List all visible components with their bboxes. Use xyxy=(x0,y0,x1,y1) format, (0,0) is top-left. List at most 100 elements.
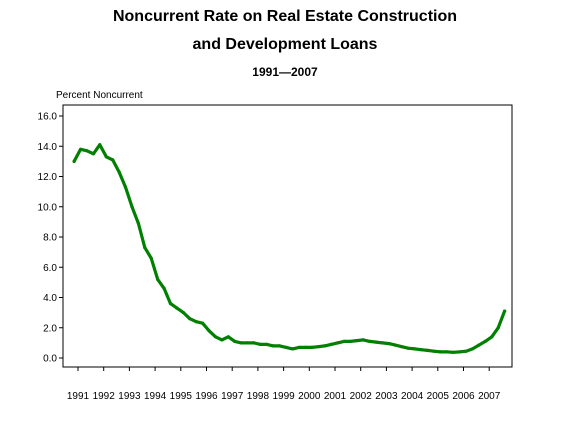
data-point xyxy=(85,149,89,153)
data-point xyxy=(400,345,404,349)
y-tick-label: 12.0 xyxy=(38,172,58,183)
chart-subtitle: 1991—2007 xyxy=(252,65,318,79)
data-point xyxy=(413,347,417,351)
x-tick-label: 1993 xyxy=(118,391,141,402)
y-tick-label: 6.0 xyxy=(43,263,57,274)
data-point xyxy=(98,143,102,147)
data-point xyxy=(233,339,237,343)
data-point xyxy=(297,345,301,349)
series-layer xyxy=(72,143,507,354)
chart-title-line-1: Noncurrent Rate on Real Estate Construct… xyxy=(112,8,458,25)
data-point xyxy=(451,350,455,354)
data-point xyxy=(425,348,430,352)
data-point xyxy=(368,339,372,343)
x-tick-label: 1995 xyxy=(170,391,193,402)
x-tick-label: 2007 xyxy=(478,391,501,402)
data-point xyxy=(201,321,205,325)
data-point xyxy=(342,339,346,343)
x-tick-label: 1998 xyxy=(247,391,270,402)
y-tick-label: 0.0 xyxy=(43,354,57,365)
data-point xyxy=(207,329,211,333)
data-point xyxy=(470,347,475,351)
y-tick-label: 4.0 xyxy=(43,293,57,304)
data-point xyxy=(156,277,160,281)
data-point xyxy=(258,342,263,346)
data-point xyxy=(490,335,494,339)
data-point xyxy=(348,339,352,343)
data-point xyxy=(111,158,115,162)
x-tick-label: 1997 xyxy=(221,391,244,402)
data-point xyxy=(458,350,462,354)
data-point xyxy=(336,341,340,345)
data-point xyxy=(361,338,365,342)
data-point xyxy=(419,348,423,352)
y-tick-label: 14.0 xyxy=(38,142,58,153)
data-point xyxy=(496,326,500,330)
data-point xyxy=(123,185,128,189)
x-tick-label: 1991 xyxy=(67,391,90,402)
y-tick-label: 2.0 xyxy=(43,323,57,334)
x-tick-label: 1992 xyxy=(93,391,116,402)
data-point xyxy=(194,320,198,324)
data-point xyxy=(220,338,224,342)
data-point xyxy=(265,342,269,346)
y-tick-label: 10.0 xyxy=(38,202,58,213)
x-tick-label: 2003 xyxy=(375,391,398,402)
data-point xyxy=(130,205,134,209)
data-point xyxy=(303,345,307,349)
data-point xyxy=(406,346,410,350)
data-point xyxy=(387,342,391,346)
data-point xyxy=(355,339,359,343)
data-point xyxy=(438,350,442,354)
data-point xyxy=(117,170,121,174)
data-point xyxy=(291,347,295,351)
data-point xyxy=(104,155,108,159)
data-point xyxy=(181,311,185,315)
x-tick-label: 1996 xyxy=(195,391,218,402)
data-point xyxy=(316,345,320,349)
data-point xyxy=(445,350,449,354)
data-point xyxy=(143,246,147,250)
data-point xyxy=(72,159,76,163)
data-point xyxy=(380,341,385,345)
x-tick-label: 2004 xyxy=(401,391,424,402)
data-point xyxy=(91,152,95,156)
data-point xyxy=(374,340,378,344)
data-point xyxy=(162,286,166,290)
x-tick-label: 2002 xyxy=(350,391,373,402)
series-line xyxy=(72,143,507,354)
data-point xyxy=(246,341,250,345)
data-point xyxy=(284,345,288,349)
data-point xyxy=(310,345,314,349)
data-point xyxy=(136,221,140,225)
chart-title-line-2: and Development Loans xyxy=(192,36,378,53)
x-tick-label: 2001 xyxy=(324,391,347,402)
x-tick-label: 2000 xyxy=(298,391,321,402)
x-tick-label: 2006 xyxy=(452,391,475,402)
y-axis-label: Percent Noncurrent xyxy=(56,90,143,101)
data-point xyxy=(213,335,218,339)
data-point xyxy=(483,339,487,343)
data-point xyxy=(239,341,243,345)
y-axis: 0.0 2.0 4.0 6.0 8.0 10.0 12.0 14.0 16.0 xyxy=(38,112,63,365)
x-tick-label: 1994 xyxy=(144,391,167,402)
data-point xyxy=(278,344,282,348)
data-point xyxy=(323,344,327,348)
data-point xyxy=(226,335,230,339)
plot-area-frame xyxy=(62,104,513,368)
data-point xyxy=(79,147,83,151)
x-axis: 1991 1992 1993 1994 1995 1996 1997 1998 1999 2000… xyxy=(67,367,501,402)
data-point xyxy=(252,341,256,345)
data-point xyxy=(393,343,397,347)
x-tick-label: 2005 xyxy=(427,391,450,402)
data-point xyxy=(477,343,481,347)
y-tick-label: 8.0 xyxy=(43,233,57,244)
y-tick-label: 16.0 xyxy=(38,112,58,123)
data-point xyxy=(188,317,192,321)
data-point xyxy=(503,309,507,313)
data-point xyxy=(271,344,275,348)
data-point xyxy=(464,349,468,353)
data-point xyxy=(175,306,179,310)
x-tick-label: 1999 xyxy=(272,391,295,402)
